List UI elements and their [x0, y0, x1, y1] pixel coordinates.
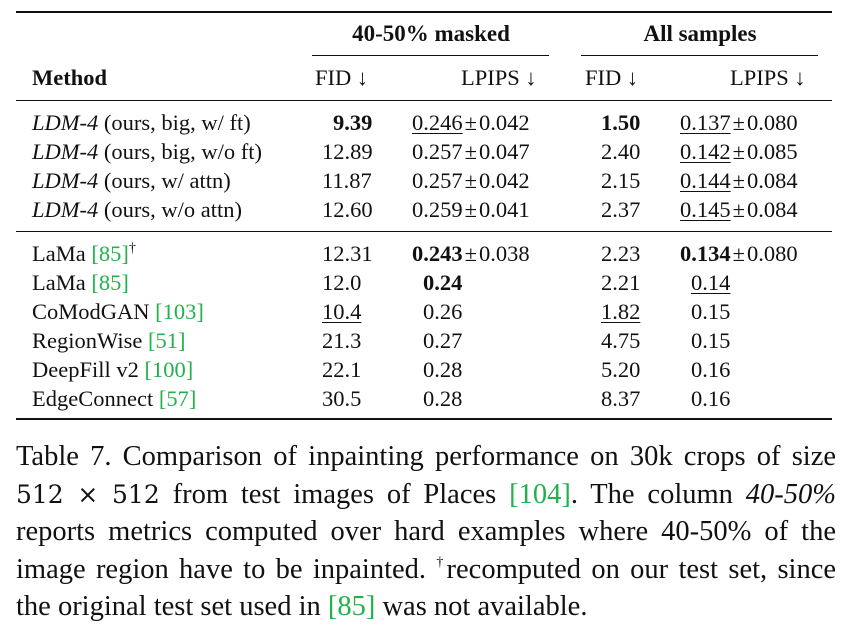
lpips-all-cell: 0.14: [691, 270, 731, 295]
lpips-all-cell: 0.16: [691, 386, 731, 411]
method-cell: DeepFill v2 [100]: [32, 357, 194, 382]
fid-masked-cell: 11.87: [322, 168, 372, 193]
all-group-header: All samples: [643, 21, 757, 46]
fid-all-cell: 4.75: [601, 328, 641, 353]
lpips-all-cell: 0.15: [691, 299, 731, 324]
lpips-masked-cell: 0.26: [423, 299, 463, 324]
masked-group-header: 40-50% masked: [352, 21, 510, 46]
citation-link[interactable]: [85]: [91, 270, 129, 295]
method-cell: LDM-4 (ours, big, w/o ft): [32, 139, 262, 164]
fid-masked-cell: 22.1: [322, 357, 362, 382]
lpips-all-cell: 0.16: [691, 357, 731, 382]
citation-link[interactable]: [104]: [509, 478, 571, 510]
lpips-masked-cell: 0.259±0.041: [412, 197, 530, 222]
fid-all-cell: 1.50: [601, 110, 641, 135]
lpips-masked-cell: 0.24: [423, 270, 463, 295]
citation-link[interactable]: [100]: [144, 357, 194, 382]
fid-all-cell: 2.15: [601, 168, 641, 193]
lpips-all-cell: 0.134±0.080: [680, 241, 798, 266]
table-top-rule: [16, 11, 832, 13]
lpips-all-cell: 0.144±0.084: [680, 168, 798, 193]
fid-all-cell: 1.82: [601, 299, 641, 324]
method-column-header: Method: [32, 65, 107, 90]
method-cell: LDM-4 (ours, w/ attn): [32, 168, 231, 193]
fid-all-cell: 2.40: [601, 139, 641, 164]
method-cell: LDM-4 (ours, w/o attn): [32, 197, 242, 222]
method-cell: EdgeConnect [57]: [32, 386, 197, 411]
lpips-masked-header: LPIPS ↓: [461, 65, 537, 90]
citation-link[interactable]: [51]: [147, 328, 186, 353]
fid-all-cell: 2.23: [601, 241, 641, 266]
lpips-masked-cell: 0.27: [423, 328, 463, 353]
table-caption: Table 7. Comparison of inpainting perfor…: [16, 441, 837, 622]
citation-link[interactable]: [57]: [158, 386, 197, 411]
table-bottom-rule: [16, 418, 832, 420]
fid-all-cell: 8.37: [601, 386, 641, 411]
citation-link[interactable]: [85]: [327, 591, 376, 622]
fid-masked-cell: 30.5: [322, 386, 362, 411]
fid-masked-cell: 21.3: [322, 328, 362, 353]
lpips-masked-cell: 0.257±0.042: [412, 168, 530, 193]
fid-masked-cell: 12.89: [322, 139, 373, 164]
fid-all-cell: 2.21: [601, 270, 641, 295]
fid-all-cell: 2.37: [601, 197, 641, 222]
all-group-rule: [581, 55, 818, 56]
lpips-masked-cell: 0.243±0.038: [412, 241, 530, 266]
fid-masked-cell: 12.0: [322, 270, 362, 295]
fid-masked-cell: 12.31: [322, 241, 373, 266]
lpips-all-cell: 0.142±0.085: [680, 139, 798, 164]
fid-all-cell: 5.20: [601, 357, 641, 382]
method-cell: RegionWise [51]: [32, 328, 186, 353]
lpips-masked-cell: 0.28: [423, 386, 463, 411]
fid-masked-cell: 10.4: [322, 299, 362, 324]
lpips-all-cell: 0.15: [691, 328, 731, 353]
fid-masked-header: FID ↓: [315, 65, 369, 90]
lpips-masked-cell: 0.257±0.047: [412, 139, 530, 164]
header-rule: [16, 100, 832, 101]
citation-link[interactable]: [85]: [91, 241, 129, 266]
method-cell: LDM-4 (ours, big, w/ ft): [32, 110, 251, 135]
citation-link[interactable]: [103]: [155, 299, 204, 324]
section-rule: [16, 231, 832, 232]
lpips-masked-cell: 0.246±0.042: [412, 110, 530, 135]
lpips-all-cell: 0.137±0.080: [680, 110, 798, 135]
lpips-masked-cell: 0.28: [423, 357, 463, 382]
method-cell: CoModGAN [103]: [32, 299, 204, 324]
method-cell: LaMa [85]: [32, 270, 129, 295]
fid-masked-cell: 12.60: [322, 197, 373, 222]
fid-all-header: FID ↓: [585, 65, 639, 90]
masked-group-rule: [312, 55, 549, 56]
lpips-all-header: LPIPS ↓: [730, 65, 806, 90]
method-cell: LaMa [85]†: [32, 240, 136, 266]
lpips-all-cell: 0.145±0.084: [680, 197, 798, 222]
fid-masked-cell: 9.39: [333, 110, 373, 135]
